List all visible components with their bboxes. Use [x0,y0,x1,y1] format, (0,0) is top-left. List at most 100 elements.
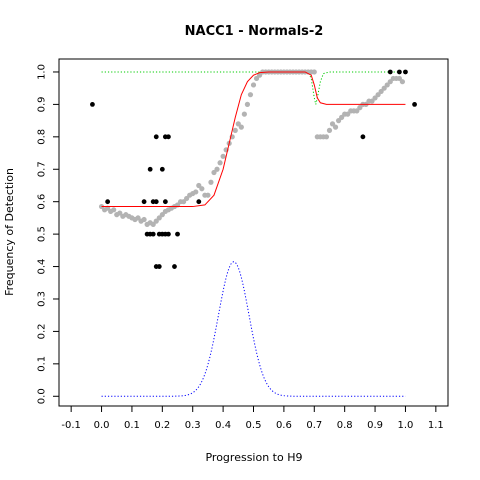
gray-point [214,166,220,172]
gray-point [199,186,205,192]
series-black-points [90,69,417,269]
gray-point [111,207,117,213]
y-tick-label: 0.2 [37,323,48,339]
gray-point [387,79,393,85]
y-tick-label: 0.6 [37,194,48,210]
gray-point [345,111,351,117]
gray-point [232,127,238,133]
black-point [159,166,165,172]
black-point [153,199,159,205]
black-point [153,134,159,140]
black-point [396,69,402,75]
gray-point [205,192,211,198]
gray-point [323,134,330,140]
chart-title: NACC1 - Normals-2 [185,24,324,39]
x-tick-label: 1.0 [398,420,414,431]
gray-point [357,105,363,111]
plot-frame [58,58,449,407]
gray-point [335,118,342,124]
black-point [175,231,180,237]
x-tick-label: 0.3 [185,420,201,431]
y-tick-label: 0.7 [37,161,48,177]
gray-point [150,221,156,227]
gray-point [244,101,251,107]
y-tick-label: 0.5 [37,226,48,242]
x-tick-label: 0.5 [246,420,262,431]
black-point [172,264,177,269]
series-blue-density [101,261,406,397]
x-tick-label: 0.1 [124,420,140,431]
gray-point [241,111,247,117]
black-point [360,134,366,140]
gray-point [253,75,260,82]
gray-point [399,79,406,85]
gray-point [384,82,390,88]
gray-point [193,189,199,195]
gray-point [181,199,187,205]
y-axis: 0.0 0.1 0.2 0.3 0.4 0.5 0.6 0.7 0.8 0.9 1.0 [37,64,59,404]
x-tick-label: 0.2 [154,420,170,431]
gray-point [326,127,333,133]
gray-point [238,124,244,130]
black-point [141,199,147,205]
black-point [387,69,393,75]
blue-density-curve [101,261,406,397]
y-axis-title: Frequency of Detection [3,168,16,296]
gray-point [196,182,202,189]
gray-point [311,69,317,75]
gray-point [235,121,241,127]
x-axis: -0.1 0.0 0.1 0.2 0.3 0.4 0.5 0.6 0.7 0.8 0.9 1.0 1.1 [61,406,444,431]
x-tick-label: 0.7 [306,420,322,431]
gray-point [153,218,159,224]
gray-point [159,212,165,218]
y-tick-label: 0.8 [37,129,48,145]
x-axis-title: Progression to H9 [205,451,302,464]
gray-point [375,92,381,98]
y-tick-label: 0.1 [37,356,48,372]
series-green-line [101,71,406,105]
y-tick-label: 0.4 [37,259,48,275]
gray-point [378,88,384,95]
gray-point [354,108,360,114]
gray-point [141,216,147,223]
gray-point [250,82,257,88]
x-tick-label: 0.9 [367,420,383,431]
x-tick-label: 1.1 [428,420,444,431]
x-tick-label: -0.1 [61,420,81,431]
gray-point [381,85,387,91]
x-tick-label: 0.8 [337,420,353,431]
black-point [412,102,417,107]
gray-point [156,215,162,221]
gray-point [217,160,223,166]
black-point [403,69,408,75]
black-point [90,102,95,107]
gray-point [339,114,345,120]
red-fit-line [101,71,406,208]
black-point [147,166,153,172]
gray-point [184,195,190,202]
green-line [101,71,406,105]
gray-point [211,169,217,176]
gray-point [369,98,375,104]
gray-point [220,153,226,159]
gray-point [256,72,263,78]
x-tick-label: 0.4 [215,420,231,431]
black-point [156,264,162,269]
gray-point [332,124,339,130]
x-tick-label: 0.0 [94,420,110,431]
gray-point [247,92,254,98]
black-point [105,199,111,205]
y-tick-label: 0.0 [37,388,48,404]
black-point [162,199,168,205]
series-red-fit [101,71,406,208]
gray-point [208,179,214,185]
y-tick-label: 1.0 [37,64,48,80]
black-point [196,199,202,205]
black-point [166,231,171,237]
gray-point [372,95,378,101]
black-point [150,231,156,237]
y-tick-label: 0.3 [37,291,48,307]
gray-point [117,210,123,216]
black-point [166,134,171,140]
